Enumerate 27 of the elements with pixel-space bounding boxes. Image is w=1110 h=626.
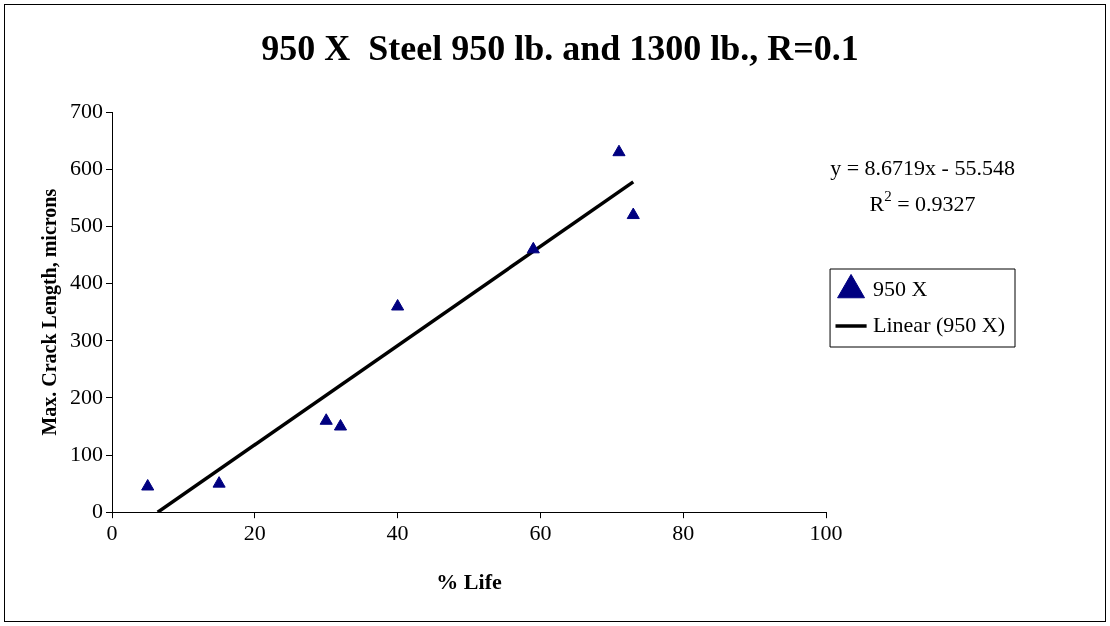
x-tick-label: 20 <box>243 520 266 546</box>
y-tick-label: 0 <box>92 497 103 523</box>
point <box>626 207 640 220</box>
y-tick-label: 300 <box>70 326 103 352</box>
y-tick-label: 400 <box>70 269 103 295</box>
point <box>141 478 155 491</box>
legend-label: Linear (950 X) <box>873 311 1006 337</box>
point <box>212 476 226 488</box>
point <box>526 241 540 254</box>
chart-title: 950 X Steel 950 lb. and 1300 lb., R=0.1 <box>261 27 859 68</box>
point <box>391 298 405 311</box>
x-tick-label: 80 <box>672 520 695 546</box>
x-tick-label: 100 <box>809 520 843 546</box>
x-axis-title: % Life <box>436 569 502 595</box>
text: y = 8.6719x - 55.548 <box>830 154 1015 180</box>
point <box>319 413 333 425</box>
x-tick-label: 40 <box>386 520 409 546</box>
y-tick-label: 200 <box>70 383 103 409</box>
y-tick-label: 500 <box>70 212 103 238</box>
y-axis-title: Max. Crack Length, microns <box>38 188 62 436</box>
point <box>612 144 626 157</box>
y-tick-label: 600 <box>70 155 103 181</box>
legend-label: 950 X <box>873 275 928 301</box>
y-tick-label: 700 <box>70 97 103 123</box>
point <box>333 418 348 431</box>
y-tick-label: 100 <box>70 440 103 466</box>
x-tick-label: 60 <box>529 520 552 546</box>
